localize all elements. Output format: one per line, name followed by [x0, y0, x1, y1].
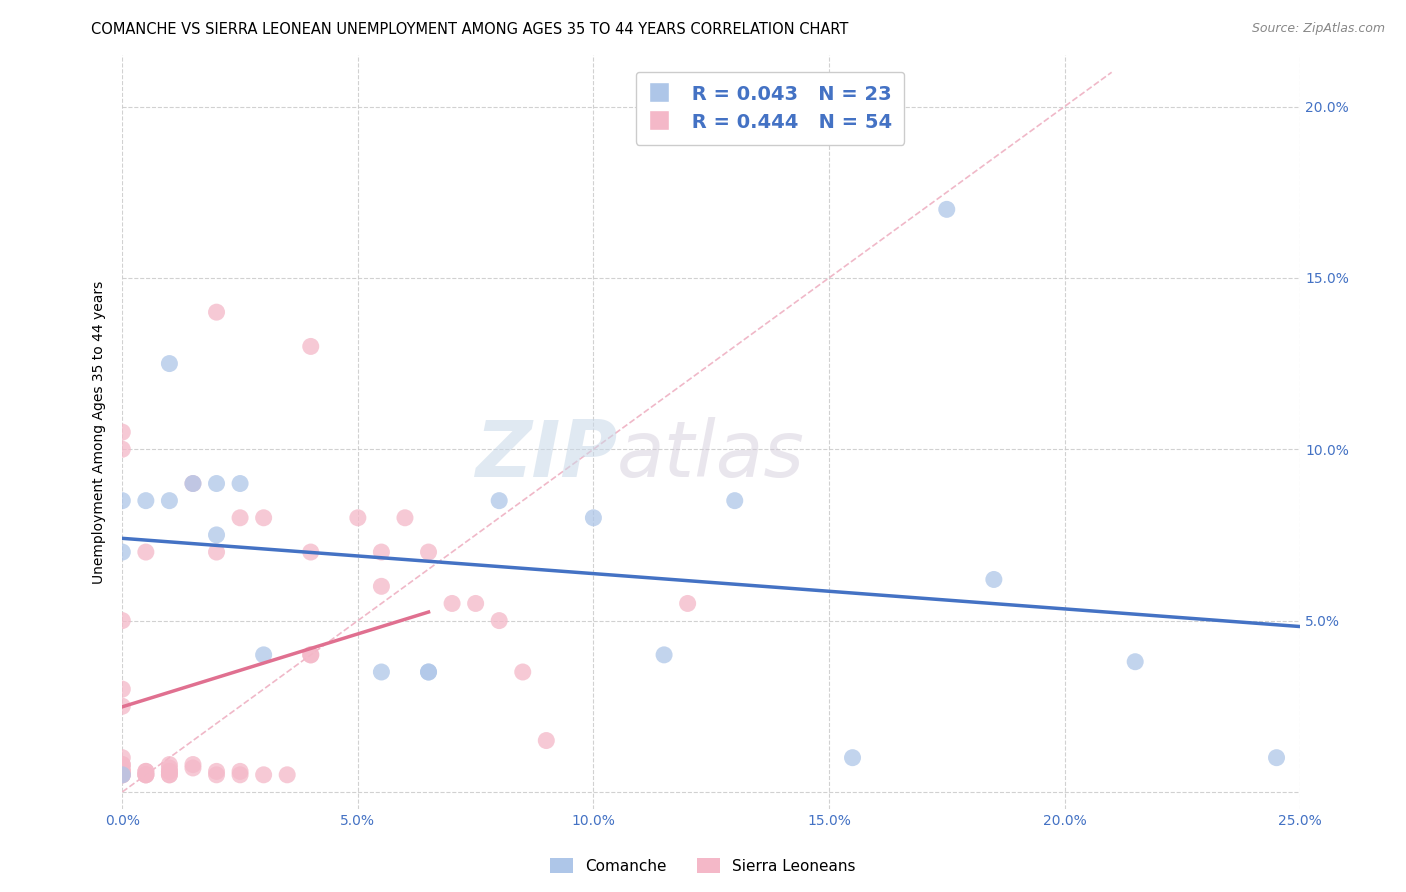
Point	[276, 768, 298, 782]
Point	[181, 757, 204, 772]
Point	[111, 764, 134, 779]
Point	[418, 665, 440, 679]
Point	[1265, 750, 1288, 764]
Point	[157, 764, 180, 779]
Legend:  R = 0.043   N = 23,  R = 0.444   N = 54: R = 0.043 N = 23, R = 0.444 N = 54	[636, 71, 904, 145]
Point	[299, 545, 322, 559]
Point	[418, 545, 440, 559]
Point	[253, 768, 276, 782]
Legend: Comanche, Sierra Leoneans: Comanche, Sierra Leoneans	[544, 852, 862, 880]
Point	[652, 648, 675, 662]
Text: ZIP: ZIP	[475, 417, 617, 492]
Point	[347, 510, 370, 524]
Text: Source: ZipAtlas.com: Source: ZipAtlas.com	[1251, 22, 1385, 36]
Point	[111, 757, 134, 772]
Point	[370, 545, 392, 559]
Point	[205, 305, 228, 319]
Point	[111, 682, 134, 697]
Point	[512, 665, 534, 679]
Point	[1123, 655, 1146, 669]
Point	[370, 665, 392, 679]
Point	[111, 750, 134, 764]
Point	[464, 597, 486, 611]
Point	[157, 764, 180, 779]
Point	[111, 768, 134, 782]
Point	[253, 510, 276, 524]
Point	[676, 597, 699, 611]
Point	[205, 545, 228, 559]
Point	[229, 510, 252, 524]
Point	[441, 597, 464, 611]
Point	[582, 510, 605, 524]
Point	[135, 764, 157, 779]
Point	[983, 573, 1005, 587]
Point	[135, 764, 157, 779]
Point	[536, 733, 558, 747]
Point	[205, 768, 228, 782]
Point	[135, 768, 157, 782]
Point	[157, 493, 180, 508]
Point	[299, 339, 322, 353]
Point	[299, 648, 322, 662]
Point	[229, 768, 252, 782]
Point	[157, 768, 180, 782]
Point	[135, 493, 157, 508]
Point	[253, 648, 276, 662]
Point	[299, 648, 322, 662]
Point	[135, 545, 157, 559]
Point	[205, 476, 228, 491]
Point	[111, 761, 134, 775]
Point	[111, 699, 134, 714]
Point	[157, 357, 180, 371]
Point	[205, 764, 228, 779]
Point	[724, 493, 747, 508]
Point	[157, 761, 180, 775]
Point	[111, 768, 134, 782]
Point	[205, 528, 228, 542]
Text: atlas: atlas	[617, 417, 804, 492]
Point	[935, 202, 957, 217]
Point	[111, 545, 134, 559]
Point	[370, 579, 392, 593]
Point	[181, 476, 204, 491]
Point	[111, 614, 134, 628]
Point	[418, 665, 440, 679]
Point	[841, 750, 863, 764]
Point	[157, 757, 180, 772]
Point	[229, 764, 252, 779]
Point	[111, 764, 134, 779]
Point	[488, 493, 510, 508]
Text: COMANCHE VS SIERRA LEONEAN UNEMPLOYMENT AMONG AGES 35 TO 44 YEARS CORRELATION CH: COMANCHE VS SIERRA LEONEAN UNEMPLOYMENT …	[91, 22, 849, 37]
Point	[157, 768, 180, 782]
Point	[135, 768, 157, 782]
Point	[488, 614, 510, 628]
Point	[111, 425, 134, 439]
Point	[111, 757, 134, 772]
Point	[181, 761, 204, 775]
Point	[394, 510, 416, 524]
Point	[111, 442, 134, 457]
Point	[229, 476, 252, 491]
Point	[181, 476, 204, 491]
Point	[135, 768, 157, 782]
Point	[111, 768, 134, 782]
Point	[111, 768, 134, 782]
Point	[111, 493, 134, 508]
Y-axis label: Unemployment Among Ages 35 to 44 years: Unemployment Among Ages 35 to 44 years	[93, 280, 107, 583]
